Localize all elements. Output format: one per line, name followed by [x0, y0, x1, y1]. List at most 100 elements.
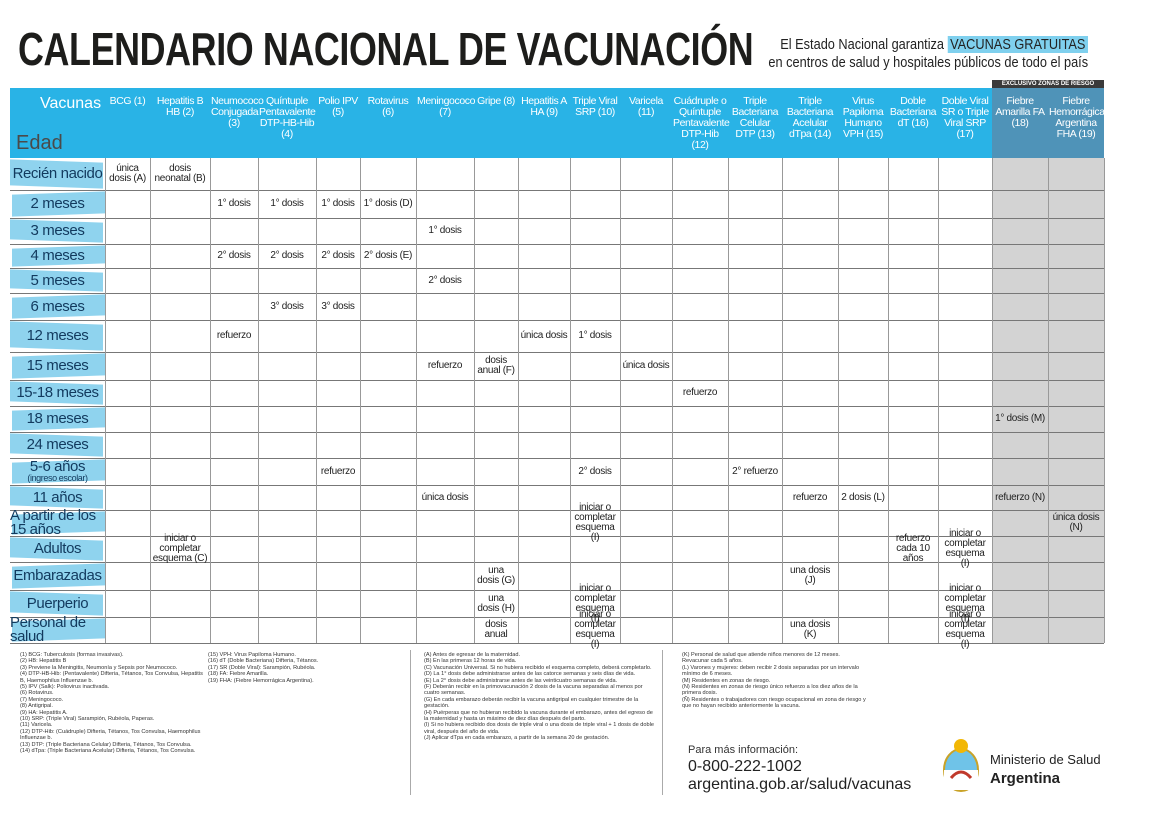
dose-cell: refuerzo	[427, 360, 463, 371]
dose-cell: única dosis	[421, 491, 469, 503]
age-text: A partir de los 15 años	[10, 507, 96, 538]
age-label: 5 meses	[10, 268, 105, 293]
age-text: 15-18 meses	[16, 384, 99, 401]
column-line	[105, 158, 106, 643]
age-text: Personal de salud	[10, 614, 86, 645]
dose-cell: 2° dosis	[321, 250, 355, 261]
footnote-column: (1) BCG: Tuberculosis (formas invasivas)…	[20, 652, 205, 755]
dose-cell: iniciar o completar esquema (I)	[944, 528, 986, 569]
column-header: Polio IPV (5)	[318, 95, 358, 118]
age-text: 6 meses	[30, 297, 85, 315]
footnote: (18) FA: Fiebre Amarilla.	[208, 671, 269, 678]
title: CALENDARIO NACIONAL DE VACUNACIÓN	[18, 23, 754, 75]
dose-cell: dosis anual	[484, 619, 508, 640]
age-text: Recién nacido	[12, 165, 103, 182]
contact-url: argentina.gob.ar/salud/vacunas	[688, 776, 912, 793]
age-text: Embarazadas	[13, 567, 102, 584]
column-header: Triple Viral SRP (10)	[572, 95, 618, 118]
risk-zone-label: EXCLUSIVO ZONAS DE RIESGO	[992, 80, 1104, 89]
column-header: Virus Papiloma Humano VPH (15)	[842, 95, 884, 140]
footnote: (L) Varones y mujeres: deben recibir 2 d…	[682, 664, 860, 678]
age-text: 5 meses	[30, 271, 85, 289]
footnote: (E) La 2° dosis debe administrarse antes…	[424, 677, 618, 684]
row-line	[10, 352, 1104, 353]
footnote: (4) DTP-HB-Hib: (Pentavalente) Difteria,…	[20, 671, 203, 684]
dose-cell: 2° dosis	[270, 250, 304, 261]
age-text: Adultos	[33, 540, 82, 557]
dose-cell: iniciar o completar esquema (I)	[944, 609, 986, 650]
column-line	[1104, 158, 1105, 643]
dose-cell: 3° dosis	[321, 300, 355, 312]
dose-cell: única dosis (A)	[109, 163, 146, 184]
dose-cell: única dosis (N)	[1052, 512, 1100, 533]
column-line	[838, 158, 839, 643]
column-line	[416, 158, 417, 643]
row-line	[10, 320, 1104, 321]
row-line	[10, 536, 1104, 537]
row-line	[10, 617, 1104, 618]
dose-cell: 2° dosis	[578, 465, 612, 477]
row-line	[10, 510, 1104, 511]
age-text: 15 meses	[26, 357, 89, 374]
dose-cell: 3° dosis	[270, 300, 304, 312]
age-label: Embarazadas	[10, 562, 105, 590]
row-line	[10, 293, 1104, 294]
footnote: (8) Antigripal.	[20, 703, 53, 710]
column-line	[258, 158, 259, 643]
dose-cell: 1° dosis	[217, 198, 251, 209]
footnote: (6) Rotavirus.	[20, 690, 54, 697]
dose-cell: 1° dosis	[428, 225, 462, 236]
contact-phone: 0-800-222-1002	[688, 758, 802, 775]
dose-cell: iniciar o completar esquema (C)	[152, 533, 208, 564]
column-line	[316, 158, 317, 643]
footnote: (19) FHA: (Fiebre Hemorrágica Argentina)…	[208, 677, 314, 684]
row-line	[10, 458, 1104, 459]
row-line	[10, 190, 1104, 191]
row-line	[10, 643, 1104, 644]
column-header: Triple Bacteriana Celular DTP (13)	[731, 95, 779, 140]
footnote: (11) Varicela.	[20, 722, 53, 729]
age-label: 15-18 meses	[10, 380, 105, 406]
footnote: (D) La 1° dosis debe administrarse antes…	[424, 671, 636, 678]
column-header: Cuádruple o Quíntuple Pentavalente DTP-H…	[673, 95, 730, 151]
column-line	[150, 158, 151, 643]
age-text: 24 meses	[26, 436, 89, 453]
footnote: (F) Deberán recibir en la primovacunació…	[424, 684, 643, 697]
separator	[410, 650, 411, 795]
column-line	[360, 158, 361, 643]
age-label: 24 meses	[10, 432, 105, 458]
dose-cell: única dosis	[622, 360, 670, 371]
column-header: Fiebre Amarilla FA (18)	[995, 95, 1045, 129]
dose-cell: iniciar o completar esquema (I)	[574, 609, 616, 650]
footnote: (C) Vacunación Universal. Si no hubiera …	[424, 664, 652, 671]
age-label: 4 meses	[10, 244, 105, 268]
age-label: 3 meses	[10, 218, 105, 244]
footnote: (13) DTP: (Triple Bacteriana Celular) Di…	[20, 741, 192, 748]
age-label: Adultos	[10, 536, 105, 562]
column-header: Doble Viral SR o Triple Viral SRP (17)	[941, 95, 989, 140]
footnote: (10) SRP: (Triple Viral) Sarampión, Rubé…	[20, 716, 155, 723]
dose-cell: iniciar o completar esquema (I)	[574, 502, 616, 543]
footnote: (16) dT (Doble Bacteriana) Difteria, Tét…	[208, 658, 319, 665]
dose-cell: refuerzo	[682, 387, 718, 398]
dose-cell: dosis neonatal (B)	[154, 163, 206, 184]
separator	[662, 650, 663, 795]
column-header: Gripe (8)	[477, 95, 515, 107]
row-line	[10, 432, 1104, 433]
dose-cell: refuerzo (N)	[995, 491, 1045, 503]
age-text: 18 meses	[26, 410, 89, 427]
age-label: 11 años	[10, 485, 105, 510]
footnote: (14) dTpa: (Triple Bacteriana Acelular) …	[20, 748, 196, 755]
dose-cell: única dosis	[520, 330, 568, 341]
footnote: (3) Previene la Meningitis, Neumonía y S…	[20, 664, 178, 671]
footnote: (B) En las primeras 12 horas de vida.	[424, 658, 517, 665]
age-label: Recién nacido	[10, 158, 105, 190]
dose-cell: 2° refuerzo	[732, 465, 778, 477]
dose-cell: refuerzo	[216, 330, 252, 341]
footnote: (N) Residentes en zonas de riesgo único …	[682, 684, 858, 697]
column-header: Hepatitis B HB (2)	[156, 95, 204, 118]
column-header: Hepatitis A HA (9)	[521, 95, 567, 118]
dose-cell: 1° dosis (D)	[363, 198, 413, 209]
column-line	[938, 158, 939, 643]
contact-label: Para más información:	[688, 744, 799, 756]
